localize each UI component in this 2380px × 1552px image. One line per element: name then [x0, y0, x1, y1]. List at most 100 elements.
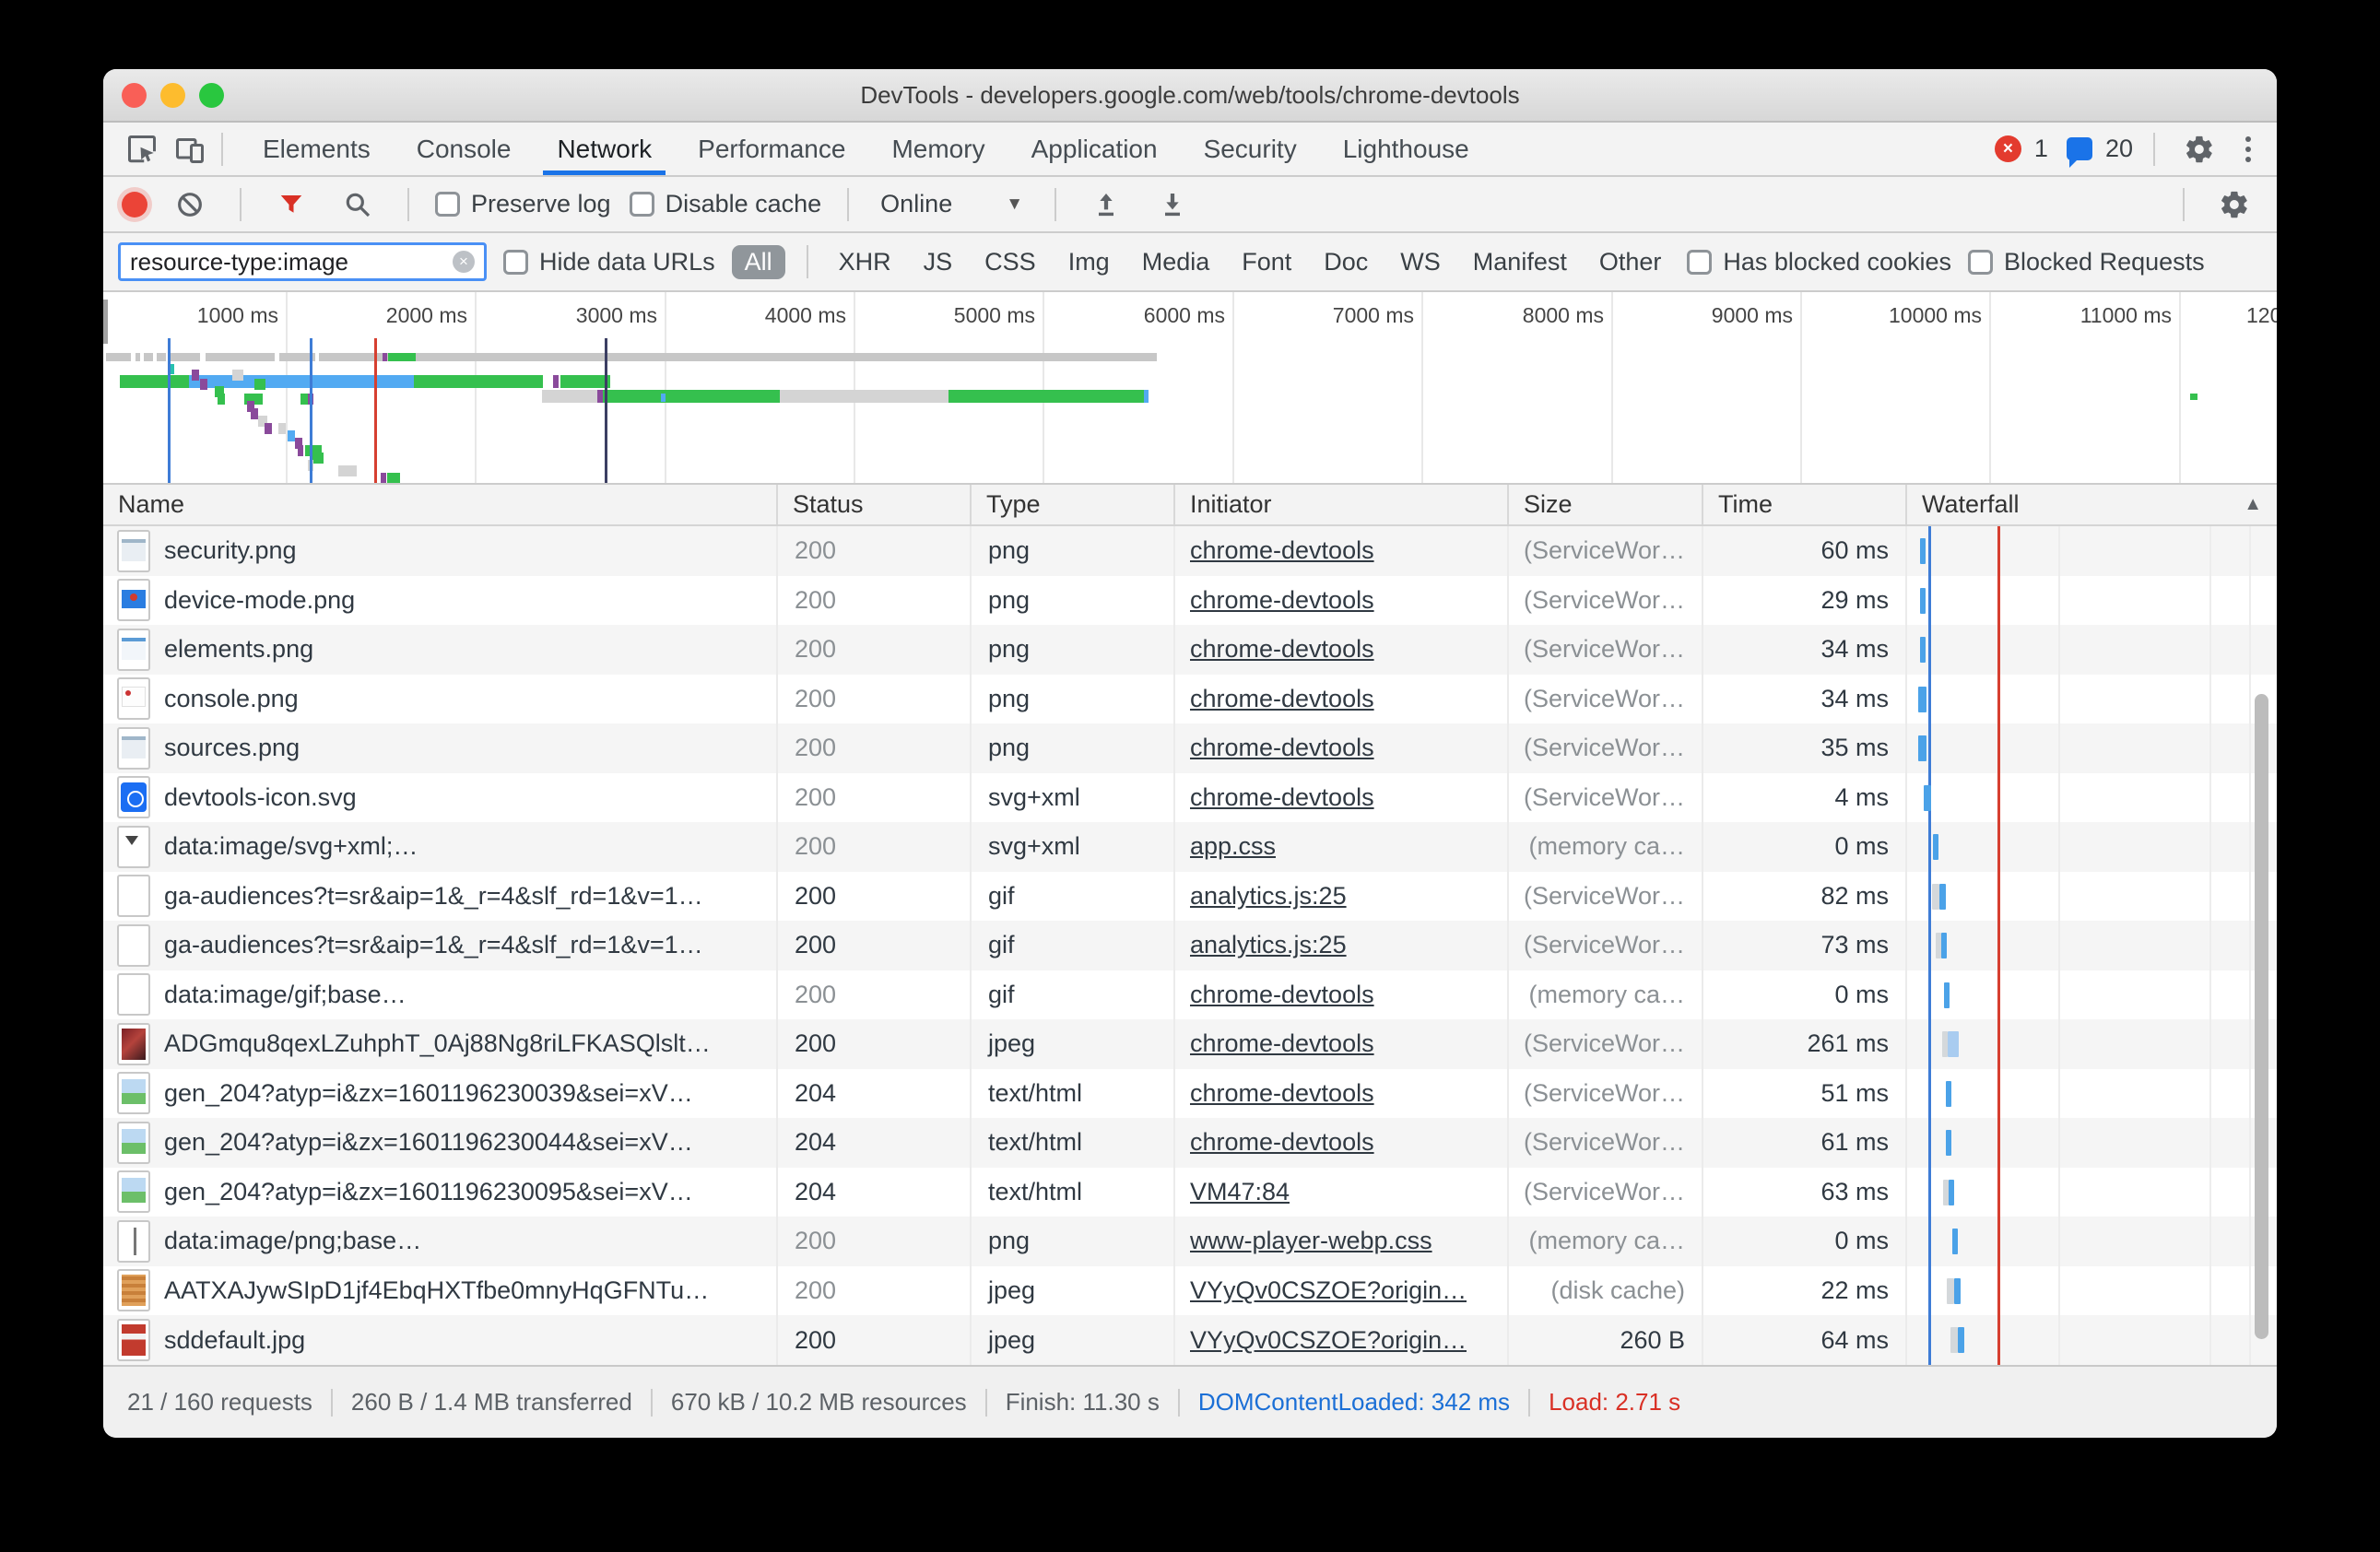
- table-row[interactable]: console.png 200 png chrome-devtools (Service…: [103, 674, 2277, 724]
- filter-pill-all[interactable]: All: [731, 244, 785, 279]
- table-row[interactable]: device-mode.png 200 png chrome-devtools (Ser…: [103, 575, 2277, 626]
- sort-ascending-icon[interactable]: ▲: [2244, 494, 2262, 514]
- column-header-initiator[interactable]: Initiator: [1173, 485, 1507, 524]
- search-icon[interactable]: [334, 177, 382, 231]
- filter-pill-other[interactable]: Other: [1598, 247, 1662, 276]
- request-initiator-link[interactable]: www-player-webp.css: [1190, 1227, 1432, 1255]
- table-row[interactable]: devtools-icon.svg 200 svg+xml chrome-devtoo…: [103, 772, 2277, 823]
- table-row[interactable]: ga-audiences?t=sr&aip=1&_r=4&slf_rd=1&v=…: [103, 921, 2277, 970]
- table-row[interactable]: data:image/gif;base… 200 gif chrome-devtool…: [103, 970, 2277, 1020]
- filter-pill-js[interactable]: JS: [923, 247, 953, 276]
- request-initiator-link[interactable]: chrome-devtools: [1190, 1128, 1374, 1157]
- filter-pill-xhr[interactable]: XHR: [838, 247, 891, 276]
- filter-pill-manifest[interactable]: Manifest: [1472, 247, 1567, 276]
- request-initiator-link[interactable]: analytics.js:25: [1190, 881, 1347, 910]
- request-initiator-link[interactable]: chrome-devtools: [1190, 536, 1374, 565]
- tab-memory[interactable]: Memory: [891, 134, 985, 163]
- table-row[interactable]: ga-audiences?t=sr&aip=1&_r=4&slf_rd=1&v=…: [103, 871, 2277, 922]
- tab-console[interactable]: Console: [416, 134, 512, 163]
- request-initiator-link[interactable]: VYyQv0CSZOE?origin…: [1190, 1325, 1467, 1354]
- clear-network-log-icon[interactable]: [166, 177, 214, 231]
- filter-pill-font[interactable]: Font: [1242, 247, 1292, 276]
- filter-pill-doc[interactable]: Doc: [1324, 247, 1369, 276]
- table-row[interactable]: AATXAJywSIpD1jf4EbqHXTfbe0mnyHqGFNTu… 200…: [103, 1265, 2277, 1316]
- filter-funnel-icon[interactable]: [267, 177, 315, 231]
- column-header-name[interactable]: Name: [103, 485, 776, 524]
- overview-bar: [140, 353, 144, 361]
- tab-security[interactable]: Security: [1203, 134, 1297, 163]
- checkbox-icon[interactable]: [503, 249, 528, 275]
- table-row[interactable]: gen_204?atyp=i&zx=1601196230095&sei=xV… 2…: [103, 1167, 2277, 1217]
- request-initiator-link[interactable]: chrome-devtools: [1190, 782, 1374, 811]
- request-initiator-link[interactable]: chrome-devtools: [1190, 980, 1374, 1008]
- error-badge-icon[interactable]: ×: [1994, 135, 2021, 162]
- network-overview-timeline[interactable]: 1000 ms 2000 ms 3000 ms 4000 ms 5000 ms 6000 …: [103, 292, 2277, 485]
- settings-gear-icon[interactable]: [2175, 134, 2223, 165]
- import-har-icon[interactable]: [1082, 177, 1130, 231]
- preserve-log-checkbox[interactable]: Preserve log: [435, 190, 611, 218]
- table-row[interactable]: data:image/png;base… 200 png www-player-web…: [103, 1217, 2277, 1266]
- minimize-window-button[interactable]: [160, 82, 185, 108]
- checkbox-icon[interactable]: [435, 192, 460, 217]
- zoom-window-button[interactable]: [199, 82, 224, 108]
- checkbox-icon[interactable]: [629, 192, 654, 217]
- device-toolbar-icon[interactable]: [166, 123, 214, 175]
- request-initiator-link[interactable]: VM47:84: [1190, 1177, 1290, 1205]
- table-row[interactable]: ADGmqu8qexLZuhphT_0Aj88Ng8riLFKASQlslt… 2…: [103, 1019, 2277, 1069]
- record-network-log-button[interactable]: [122, 191, 147, 218]
- table-row[interactable]: sources.png 200 png chrome-devtools (Service…: [103, 723, 2277, 773]
- table-row[interactable]: gen_204?atyp=i&zx=1601196230044&sei=xV… 2…: [103, 1118, 2277, 1168]
- inspect-element-icon[interactable]: [118, 123, 166, 175]
- request-initiator-link[interactable]: VYyQv0CSZOE?origin…: [1190, 1276, 1467, 1304]
- filter-pill-media[interactable]: Media: [1141, 247, 1210, 276]
- tab-application[interactable]: Application: [1031, 134, 1158, 163]
- checkbox-icon[interactable]: [1687, 249, 1713, 275]
- tab-elements[interactable]: Elements: [263, 134, 371, 163]
- request-initiator-link[interactable]: chrome-devtools: [1190, 734, 1374, 762]
- message-count[interactable]: 20: [2104, 135, 2133, 162]
- request-type: png: [970, 1217, 1173, 1266]
- tab-lighthouse[interactable]: Lighthouse: [1342, 134, 1469, 163]
- filter-input[interactable]: [130, 247, 445, 276]
- overview-bar: [247, 401, 254, 412]
- request-name: AATXAJywSIpD1jf4EbqHXTfbe0mnyHqGFNTu…: [164, 1276, 710, 1304]
- tab-network[interactable]: Network: [534, 123, 675, 175]
- filter-pill-img[interactable]: Img: [1067, 247, 1110, 276]
- scrollbar-thumb[interactable]: [2255, 694, 2268, 1339]
- request-initiator-link[interactable]: app.css: [1190, 832, 1277, 861]
- request-initiator-link[interactable]: chrome-devtools: [1190, 585, 1374, 614]
- request-initiator-link[interactable]: chrome-devtools: [1190, 1078, 1374, 1107]
- filter-pill-ws[interactable]: WS: [1400, 247, 1441, 276]
- column-header-waterfall[interactable]: Waterfall ▲: [1905, 485, 2277, 524]
- clear-filter-icon[interactable]: ×: [453, 251, 475, 273]
- table-row[interactable]: data:image/svg+xml;… 200 svg+xml app.css (me…: [103, 822, 2277, 872]
- console-message-icon[interactable]: [2066, 137, 2092, 168]
- table-row[interactable]: security.png 200 png chrome-devtools (Servic…: [103, 526, 2277, 576]
- close-window-button[interactable]: [122, 82, 147, 108]
- request-initiator-link[interactable]: chrome-devtools: [1190, 635, 1374, 664]
- error-count[interactable]: 1: [2033, 135, 2048, 162]
- request-initiator-link[interactable]: analytics.js:25: [1190, 931, 1347, 959]
- column-header-size[interactable]: Size: [1507, 485, 1702, 524]
- has-blocked-cookies-checkbox[interactable]: Has blocked cookies: [1687, 248, 1951, 276]
- request-initiator-link[interactable]: chrome-devtools: [1190, 684, 1374, 712]
- table-row[interactable]: elements.png 200 png chrome-devtools (Servic…: [103, 625, 2277, 675]
- file-thumbnail-icon: [117, 973, 150, 1017]
- table-row[interactable]: sddefault.jpg 200 jpeg VYyQv0CSZOE?origin… 2…: [103, 1315, 2277, 1365]
- checkbox-icon[interactable]: [1968, 249, 1994, 275]
- column-header-status[interactable]: Status: [776, 485, 970, 524]
- disable-cache-checkbox[interactable]: Disable cache: [629, 190, 821, 218]
- filter-pill-css[interactable]: CSS: [984, 247, 1036, 276]
- kebab-menu-icon[interactable]: [2236, 135, 2260, 162]
- request-initiator-link[interactable]: chrome-devtools: [1190, 1029, 1374, 1058]
- column-header-type[interactable]: Type: [970, 485, 1173, 524]
- table-row[interactable]: gen_204?atyp=i&zx=1601196230039&sei=xV… 2…: [103, 1068, 2277, 1119]
- tab-performance[interactable]: Performance: [698, 134, 846, 163]
- throttling-dropdown[interactable]: Online ▼: [875, 190, 1029, 218]
- request-name-cell: elements.png: [103, 625, 776, 675]
- blocked-requests-checkbox[interactable]: Blocked Requests: [1968, 248, 2205, 276]
- network-settings-gear-icon[interactable]: [2210, 177, 2258, 231]
- export-har-icon[interactable]: [1149, 177, 1196, 231]
- column-header-time[interactable]: Time: [1702, 485, 1905, 524]
- hide-data-urls-checkbox[interactable]: Hide data URLs: [503, 248, 715, 276]
